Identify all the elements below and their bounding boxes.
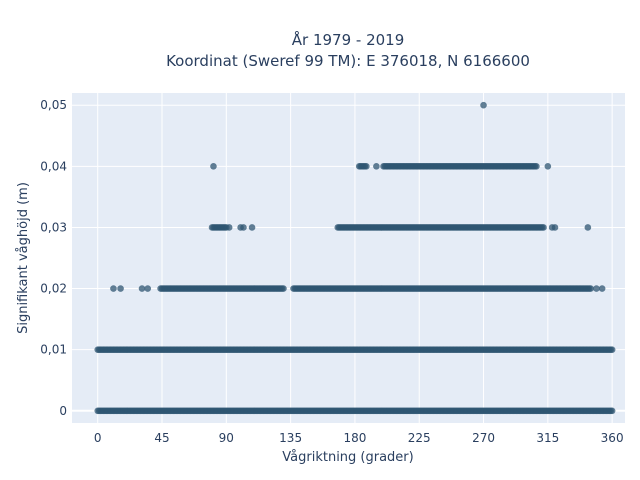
x-tick-label: 225 xyxy=(408,431,431,445)
y-tick-label: 0,02 xyxy=(40,282,67,296)
x-tick-label: 135 xyxy=(279,431,302,445)
scatter-point xyxy=(533,163,540,170)
scatter-points xyxy=(94,101,616,415)
scatter-point xyxy=(544,163,552,170)
scatter-point xyxy=(363,163,370,170)
y-tick-label: 0,04 xyxy=(40,159,67,173)
scatter-point xyxy=(551,224,559,231)
y-tick-label: 0,05 xyxy=(40,98,67,112)
scatter-point xyxy=(110,285,117,292)
x-tick-label: 360 xyxy=(601,431,624,445)
scatter-point xyxy=(608,407,616,415)
plot-background xyxy=(72,93,625,423)
scatter-point xyxy=(210,163,217,170)
scatter-point xyxy=(593,285,600,292)
x-tick-label: 45 xyxy=(154,431,169,445)
scatter-point xyxy=(240,224,247,231)
chart-subtitle: Koordinat (Sweref 99 TM): E 376018, N 61… xyxy=(166,52,530,70)
scatter-point xyxy=(117,285,124,292)
x-tick-label: 90 xyxy=(219,431,234,445)
y-tick-label: 0,03 xyxy=(40,220,67,234)
y-axis-title: Signifikant våghöjd (m) xyxy=(16,182,31,334)
x-tick-label: 0 xyxy=(94,431,102,445)
scatter-point xyxy=(248,224,256,231)
scatter-point xyxy=(373,163,380,170)
tick-labels: 0 45 90 135 180 225 270 315 360 0 0,01 0,02 0,03 0,04… xyxy=(40,98,623,445)
scatter-point xyxy=(608,346,616,353)
y-tick-label: 0,01 xyxy=(40,343,67,357)
x-tick-label: 315 xyxy=(536,431,559,445)
scatter-point xyxy=(584,224,592,231)
x-tick-label: 180 xyxy=(343,431,366,445)
scatter-point xyxy=(144,285,152,292)
scatter-point xyxy=(138,285,146,292)
x-axis-title: Vågriktning (grader) xyxy=(282,450,413,465)
scatter-point xyxy=(587,285,595,292)
scatter-point xyxy=(480,101,487,109)
y-tick-label: 0 xyxy=(59,404,67,418)
scatter-point xyxy=(280,285,287,292)
scatter-point xyxy=(540,224,547,231)
chart-title: År 1979 - 2019 xyxy=(292,30,405,49)
scatter-point xyxy=(225,224,233,231)
x-tick-label: 270 xyxy=(472,431,495,445)
scatter-point xyxy=(598,285,606,292)
